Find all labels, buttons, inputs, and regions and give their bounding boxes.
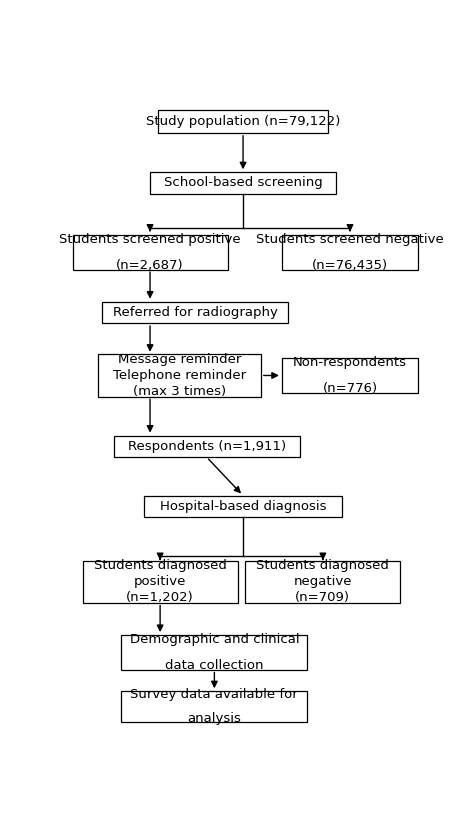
Bar bbox=[144, 495, 342, 517]
Text: negative: negative bbox=[294, 575, 352, 588]
Bar bbox=[282, 358, 418, 393]
Text: Non-respondents: Non-respondents bbox=[293, 355, 407, 369]
Text: Demographic and clinical: Demographic and clinical bbox=[130, 633, 299, 646]
Text: Students screened negative: Students screened negative bbox=[256, 233, 444, 246]
Text: Referred for radiography: Referred for radiography bbox=[113, 305, 277, 319]
Text: Students diagnosed: Students diagnosed bbox=[94, 559, 227, 572]
Text: Study population (n=79,122): Study population (n=79,122) bbox=[146, 115, 340, 128]
Text: (n=1,202): (n=1,202) bbox=[126, 591, 194, 604]
Text: Telephone reminder: Telephone reminder bbox=[113, 369, 246, 382]
Bar bbox=[98, 355, 261, 396]
Text: Students diagnosed: Students diagnosed bbox=[256, 559, 390, 572]
Bar bbox=[122, 636, 307, 670]
Text: data collection: data collection bbox=[165, 659, 264, 672]
Bar bbox=[282, 235, 418, 269]
Text: Students screened positive: Students screened positive bbox=[59, 233, 241, 246]
Text: analysis: analysis bbox=[188, 712, 241, 725]
Text: (max 3 times): (max 3 times) bbox=[133, 385, 226, 398]
Text: Hospital-based diagnosis: Hospital-based diagnosis bbox=[160, 500, 326, 513]
Bar bbox=[246, 561, 400, 603]
Bar bbox=[73, 235, 228, 269]
Bar bbox=[114, 436, 300, 457]
Text: Survey data available for: Survey data available for bbox=[131, 689, 298, 701]
Bar bbox=[83, 561, 238, 603]
Bar bbox=[122, 691, 307, 722]
Text: Respondents (n=1,911): Respondents (n=1,911) bbox=[128, 440, 285, 453]
Text: (n=2,687): (n=2,687) bbox=[116, 259, 184, 272]
Bar bbox=[158, 110, 328, 133]
Text: School-based screening: School-based screening bbox=[164, 176, 323, 189]
Text: Message reminder: Message reminder bbox=[118, 353, 241, 366]
Bar bbox=[102, 301, 288, 324]
Text: (n=76,435): (n=76,435) bbox=[312, 259, 388, 272]
Text: positive: positive bbox=[134, 575, 186, 588]
Bar bbox=[150, 172, 336, 194]
Text: (n=776): (n=776) bbox=[323, 382, 378, 395]
Text: (n=709): (n=709) bbox=[295, 591, 351, 604]
